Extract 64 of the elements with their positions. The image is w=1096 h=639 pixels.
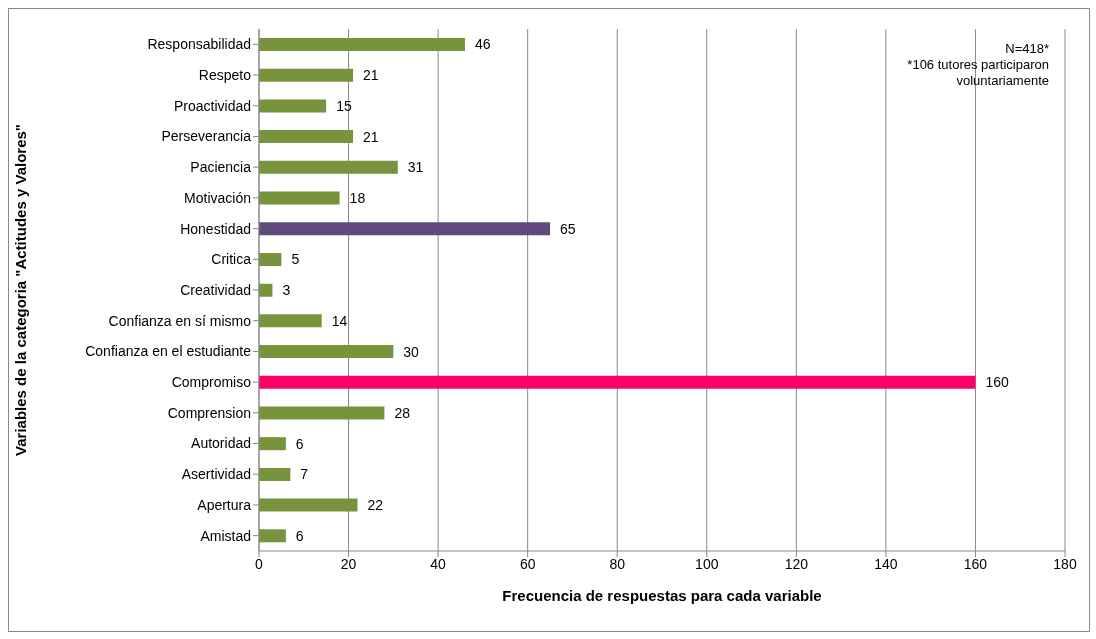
bar: [259, 406, 385, 420]
data-label: 15: [336, 97, 352, 114]
bar: [259, 99, 327, 113]
data-label: 7: [300, 466, 309, 483]
x-tick-label: 0: [255, 555, 264, 572]
y-tick-label: Proactividad: [173, 97, 251, 114]
data-label: 160: [985, 374, 1010, 391]
x-tick-label: 120: [784, 555, 809, 572]
data-label: 5: [291, 251, 300, 268]
data-label: 21: [363, 67, 379, 84]
data-label: 65: [560, 220, 576, 237]
y-tick-label: Autoridad: [191, 435, 251, 452]
y-tick-label: Responsabilidad: [147, 36, 251, 53]
bar: [259, 314, 322, 328]
y-tick-label: Honestidad: [180, 220, 251, 237]
data-label: 6: [295, 527, 304, 544]
x-tick-label: 80: [609, 555, 626, 572]
bar: [259, 38, 465, 51]
data-label: 14: [331, 312, 348, 329]
x-tick-label: 160: [963, 555, 988, 572]
annotation: N=418*: [1004, 41, 1049, 57]
bar: [259, 467, 291, 481]
data-label: 31: [407, 159, 424, 176]
bar: [259, 529, 286, 543]
data-label: 22: [367, 497, 384, 514]
bar: [259, 160, 398, 174]
y-axis-title: Variables de la categoria "Actitudes y Valores": [12, 124, 30, 456]
y-tick-label: Comprension: [167, 404, 251, 421]
y-tick-label: Confianza en el estudiante: [85, 343, 252, 360]
data-label: 21: [363, 128, 379, 145]
data-label: 30: [403, 343, 420, 360]
bar: [259, 222, 551, 236]
bar: [259, 375, 976, 389]
x-tick-label: 20: [340, 555, 357, 572]
y-tick-label: Apertura: [197, 496, 252, 513]
y-tick-label: Amistad: [200, 527, 251, 544]
data-label: 28: [394, 404, 411, 421]
x-tick-label: 100: [695, 555, 719, 572]
y-tick-label: Asertividad: [181, 466, 251, 483]
x-tick-label: 140: [874, 555, 898, 572]
bar: [259, 437, 286, 451]
y-tick-label: Confianza en sí mismo: [108, 312, 252, 329]
data-label: 18: [349, 190, 366, 206]
bar: [259, 252, 282, 266]
x-tick-label: 180: [1053, 555, 1077, 572]
y-tick-label: Paciencia: [190, 159, 252, 176]
y-tick-label: Compromiso: [171, 374, 252, 391]
data-label: 6: [295, 435, 304, 452]
bar: [259, 191, 340, 205]
y-tick-label: Critica: [211, 251, 252, 268]
data-label: 3: [282, 282, 291, 299]
y-tick-label: Motivación: [184, 189, 251, 206]
bar: [259, 498, 358, 512]
x-axis-title: Frecuencia de respuestas para cada variable: [502, 587, 822, 604]
bar: [259, 345, 394, 359]
bar: [259, 68, 354, 82]
annotation: *106 tutores participaron voluntariamente: [906, 57, 1049, 89]
y-tick-label: Creatividad: [180, 281, 251, 298]
data-label: 46: [474, 36, 491, 53]
y-tick-label: Perseverancia: [161, 128, 252, 145]
x-tick-label: 60: [519, 555, 536, 572]
x-tick-label: 40: [430, 555, 447, 572]
bar: [259, 130, 354, 144]
y-tick-label: Respeto: [198, 67, 252, 84]
